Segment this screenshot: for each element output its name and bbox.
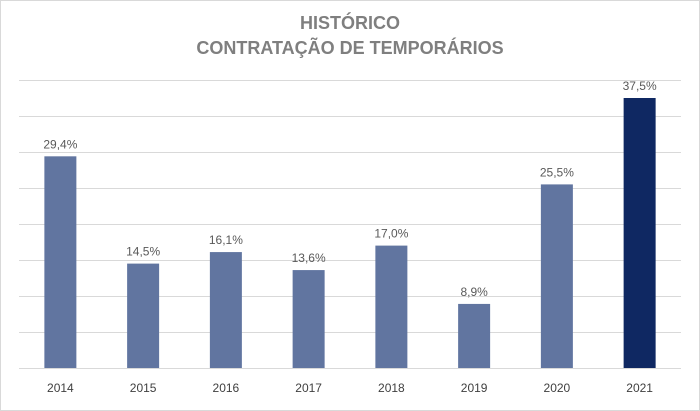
bar-2018 [375, 245, 408, 368]
x-tick-label: 2016 [213, 381, 240, 395]
chart-subtitle: CONTRATAÇÃO DE TEMPORÁRIOS [196, 38, 504, 58]
data-label-2016: 16,1% [209, 233, 243, 247]
bar-2015 [127, 263, 160, 368]
data-label-2020: 25,5% [540, 165, 574, 179]
x-tick-label: 2018 [378, 381, 405, 395]
data-label-2019: 8,9% [460, 285, 488, 299]
x-axis-ticks: 2014 2015 2016 2017 2018 2019 2020 2021 [47, 381, 653, 395]
x-tick-label: 2021 [626, 381, 653, 395]
data-label-2018: 17,0% [374, 227, 408, 241]
gridlines [19, 80, 681, 369]
bar-2019 [458, 303, 491, 368]
data-label-2021: 37,5% [623, 79, 657, 93]
bar-2020 [540, 184, 573, 368]
data-label-2017: 13,6% [292, 251, 326, 265]
data-label-2014: 29,4% [43, 137, 77, 151]
x-tick-label: 2015 [130, 381, 157, 395]
bar-2017 [292, 270, 325, 368]
bar-2014 [44, 156, 77, 368]
x-tick-label: 2017 [295, 381, 322, 395]
x-tick-label: 2019 [461, 381, 488, 395]
data-label-2015: 14,5% [126, 245, 160, 259]
bar-2016 [209, 252, 242, 368]
chart-title: HISTÓRICO [299, 13, 400, 33]
bars [44, 98, 656, 368]
x-tick-label: 2014 [47, 381, 74, 395]
bar-2021 [623, 98, 656, 368]
data-labels: 29,4% 14,5% 16,1% 13,6% 17,0% 8,9% 25,5% 37,5% [43, 79, 657, 299]
x-tick-label: 2020 [544, 381, 571, 395]
